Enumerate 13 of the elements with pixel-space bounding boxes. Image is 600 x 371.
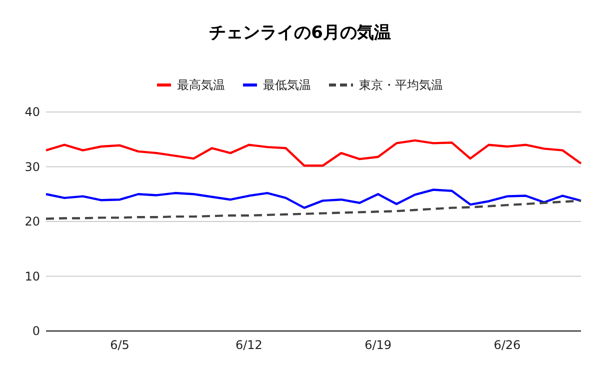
legend-label: 東京・平均気温 [359,78,443,92]
y-tick-label: 10 [24,269,40,284]
chart-title: チェンライの6月の気温 [209,23,391,43]
x-tick-label: 6/19 [364,338,392,352]
legend-label: 最高気温 [177,78,225,92]
x-tick-label: 6/5 [110,338,130,352]
x-tick-label: 6/12 [235,338,262,352]
y-tick-label: 40 [24,105,40,119]
y-tick-label: 30 [24,160,40,174]
x-tick-label: 6/26 [494,338,521,352]
y-tick-label: 0 [32,324,40,338]
y-tick-label: 20 [24,214,40,228]
legend-label: 最低気温 [263,78,311,92]
